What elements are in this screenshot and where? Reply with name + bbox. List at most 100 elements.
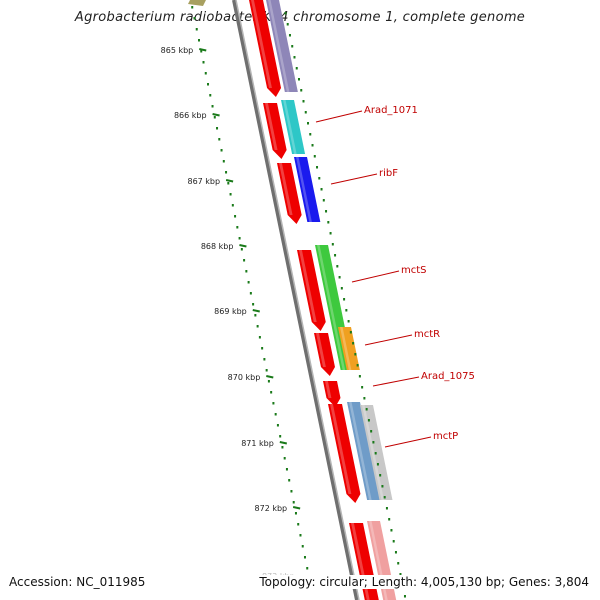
gene-arrow[interactable] bbox=[263, 103, 287, 159]
gene-arrow-shine bbox=[265, 103, 278, 150]
gene-label-mctr[interactable]: mctR bbox=[414, 329, 440, 340]
ruler-dot bbox=[227, 182, 230, 185]
ruler-dot bbox=[254, 314, 257, 317]
outer-dot bbox=[394, 551, 397, 554]
function-bar[interactable] bbox=[294, 157, 321, 222]
function-bar-shine bbox=[362, 405, 385, 500]
outer-dot bbox=[343, 298, 346, 301]
ruler-dot bbox=[249, 292, 252, 295]
outer-dot bbox=[291, 45, 294, 48]
outer-dot bbox=[331, 243, 334, 246]
tick-mark bbox=[199, 48, 207, 52]
outer-dot bbox=[329, 232, 332, 235]
ruler-dot bbox=[265, 369, 268, 372]
gene-track[interactable] bbox=[249, 0, 379, 600]
ruler-dot bbox=[191, 6, 194, 9]
ruler-dot bbox=[290, 490, 293, 493]
ruler-dot bbox=[283, 457, 286, 460]
ruler-dot bbox=[272, 402, 275, 405]
gene-label-mctp[interactable]: mctP bbox=[433, 431, 458, 442]
ruler-dot bbox=[281, 446, 284, 449]
outer-dot bbox=[349, 331, 352, 334]
map-title: Agrobacterium radiobacter K84 chromosome… bbox=[74, 10, 526, 25]
gene-arrow[interactable] bbox=[328, 404, 361, 503]
function-bar[interactable] bbox=[338, 327, 360, 370]
outer-dot bbox=[403, 595, 406, 598]
gene-labels[interactable]: Arad_1071 ribF mctS mctR Arad_1075 mctP bbox=[315, 105, 475, 448]
outer-dot bbox=[307, 122, 310, 125]
tick-label: 872 kbp bbox=[255, 504, 288, 513]
ruler-dot bbox=[202, 61, 205, 64]
ruler-dot bbox=[238, 237, 241, 240]
outer-dot bbox=[385, 507, 388, 510]
outer-dot bbox=[322, 199, 325, 202]
accession-text: Accession: NC_011985 bbox=[9, 575, 148, 589]
tick-label: 869 kbp bbox=[214, 307, 247, 316]
ruler-dot bbox=[301, 545, 304, 548]
outer-dot bbox=[383, 496, 386, 499]
gene-arrow-shine bbox=[325, 381, 332, 398]
outer-dot bbox=[352, 342, 355, 345]
ruler-dot bbox=[245, 270, 248, 273]
outer-dot bbox=[392, 540, 395, 543]
ruler-axis bbox=[191, 6, 309, 570]
outer-dot bbox=[313, 155, 316, 158]
function-bar[interactable] bbox=[281, 100, 306, 154]
gene-arrow-shine bbox=[330, 404, 352, 494]
ruler-dot bbox=[234, 215, 237, 218]
gene-label-arad-1071[interactable]: Arad_1071 bbox=[364, 105, 418, 116]
ruler-dot bbox=[193, 17, 196, 20]
ruler-dot bbox=[267, 380, 270, 383]
gene-arrow[interactable] bbox=[314, 333, 335, 376]
gene-label-arad-1075[interactable]: Arad_1075 bbox=[421, 371, 475, 382]
outer-dot bbox=[334, 254, 337, 257]
leader-line bbox=[364, 334, 413, 346]
function-bar-shine bbox=[268, 0, 290, 92]
gene-arrow[interactable] bbox=[323, 381, 341, 407]
function-bar-shine bbox=[349, 402, 372, 500]
function-bar[interactable] bbox=[347, 402, 381, 500]
outer-dot bbox=[338, 276, 341, 279]
leader-line bbox=[351, 270, 400, 283]
outer-dot bbox=[347, 320, 350, 323]
outer-dot bbox=[325, 210, 328, 213]
gene-arrow[interactable] bbox=[249, 0, 282, 97]
ruler-dot bbox=[225, 171, 228, 174]
ruler-dot bbox=[231, 204, 234, 207]
function-bar-shine bbox=[296, 157, 312, 222]
ruler-dot bbox=[195, 28, 198, 31]
ruler-dot bbox=[200, 50, 203, 53]
ruler-dot bbox=[263, 358, 266, 361]
gene-label-mcts[interactable]: mctS bbox=[401, 265, 427, 276]
gene-arrow-shine bbox=[251, 0, 272, 88]
leader-line bbox=[372, 376, 420, 387]
ruler-dot bbox=[220, 149, 223, 152]
outer-dot bbox=[340, 287, 343, 290]
ruler-dot bbox=[294, 512, 297, 515]
outer-dot bbox=[397, 562, 400, 565]
outer-dot bbox=[311, 144, 314, 147]
ruler-dot bbox=[209, 94, 212, 97]
ruler-dot bbox=[297, 523, 300, 526]
outer-dot bbox=[304, 111, 307, 114]
olive-feature[interactable] bbox=[188, 0, 206, 6]
outer-dot bbox=[293, 56, 296, 59]
genome-summary-text: Topology: circular; Length: 4,005,130 bp… bbox=[259, 575, 589, 589]
tick-mark bbox=[225, 179, 234, 183]
tick-label: 867 kbp bbox=[187, 177, 220, 186]
gene-label-ribf[interactable]: ribF bbox=[379, 168, 398, 179]
gene-arrow[interactable] bbox=[277, 163, 302, 224]
ruler-dot bbox=[243, 259, 246, 262]
ruler-dot bbox=[229, 193, 232, 196]
ruler-dot bbox=[211, 105, 214, 108]
function-bar[interactable] bbox=[266, 0, 298, 92]
outer-dot bbox=[336, 265, 339, 268]
outer-dot bbox=[399, 573, 402, 576]
gene-arrow[interactable] bbox=[297, 250, 326, 331]
outer-dot bbox=[297, 78, 300, 81]
ruler-dot bbox=[288, 479, 291, 482]
outer-dot bbox=[381, 485, 384, 488]
ruler-dot bbox=[256, 325, 259, 328]
outer-dot bbox=[354, 353, 357, 356]
